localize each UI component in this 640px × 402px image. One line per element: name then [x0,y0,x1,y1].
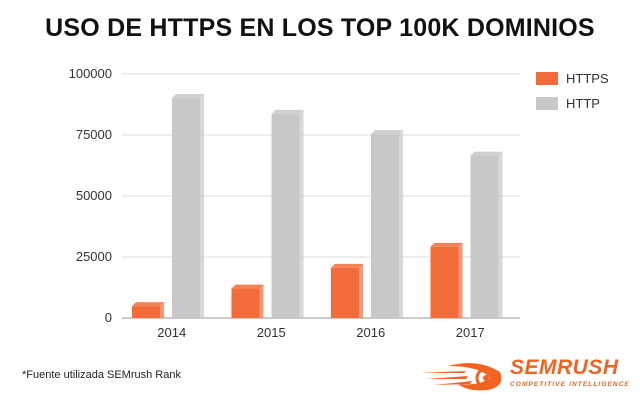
y-tick-label: 50000 [76,188,112,203]
y-tick-label: 0 [105,310,112,325]
legend: HTTPS HTTP [536,71,609,111]
y-axis-ticks: 0 25000 50000 75000 100000 [69,66,112,325]
bar-top [331,263,363,268]
bar-side [399,130,403,318]
bar-face [132,306,160,318]
source-footnote: *Fuente utilizada SEMrush Rank [22,369,181,381]
bar-face [172,98,200,319]
bar-side [498,151,503,318]
x-axis-ticks: 2014 2015 2016 2017 [157,325,484,340]
bar-top [371,130,403,135]
bar-top [271,109,304,114]
bar-side [259,284,264,318]
bar-http-2014 [172,94,204,319]
bars [132,94,503,319]
legend-item-http: HTTP [536,96,600,111]
bar-https-2015 [231,284,264,318]
y-tick-label: 100000 [69,66,112,81]
y-tick-label: 25000 [76,249,112,264]
bar-face [371,134,399,318]
x-tick-label: 2014 [157,325,186,340]
y-tick-label: 75000 [76,127,112,142]
bar-face [470,155,499,318]
x-tick-label: 2016 [356,325,385,340]
bar-http-2017 [470,151,503,318]
bar-top [132,302,164,307]
bar-side [200,94,204,319]
bar-face [231,288,260,318]
x-tick-label: 2015 [257,325,286,340]
bar-top [231,284,264,289]
bar-top [172,94,204,99]
bar-http-2015 [271,109,304,318]
bar-https-2016 [331,263,363,318]
bar-face [331,267,359,318]
bar-side [160,302,164,318]
bar-http-2016 [371,130,403,318]
legend-label: HTTPS [566,71,609,86]
legend-label: HTTP [566,96,600,111]
bar-side [299,109,304,318]
brand-name: SEMRUSH [510,356,619,379]
legend-item-https: HTTPS [536,71,609,86]
bar-side [359,263,363,318]
bar-face [430,246,459,318]
bar-face [271,113,300,318]
bar-top [470,151,503,156]
semrush-flame-icon [420,363,502,391]
x-tick-label: 2017 [456,325,485,340]
chart-title: USO DE HTTPS EN LOS TOP 100K DOMINIOS [45,14,595,42]
bar-top [430,242,463,247]
bar-side [458,242,463,318]
brand-tagline: COMPETITIVE INTELLIGENCE [510,381,630,388]
legend-swatch [536,72,558,85]
bar-https-2017 [430,242,463,318]
legend-swatch [536,97,558,110]
bar-https-2014 [132,302,164,318]
